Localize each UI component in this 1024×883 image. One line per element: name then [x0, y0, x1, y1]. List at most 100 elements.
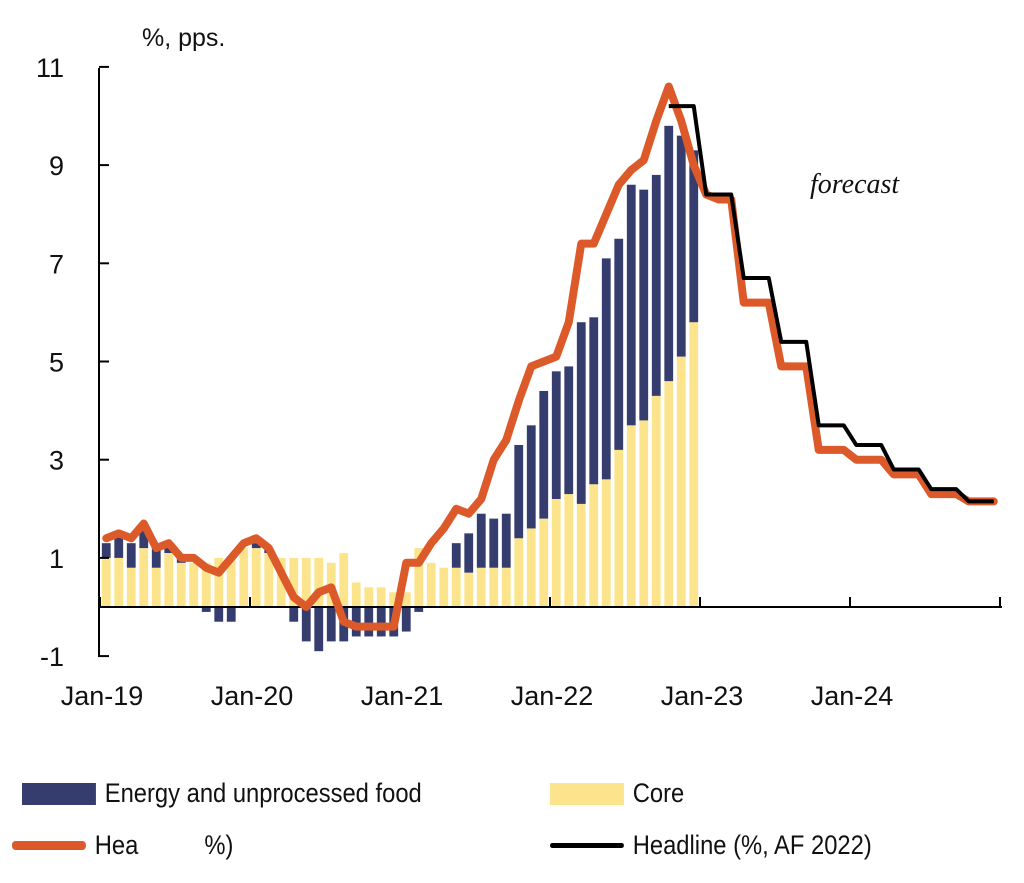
bar-core: [276, 557, 286, 607]
bar-energy: [589, 317, 599, 485]
bar-energy: [376, 607, 386, 637]
bar-energy: [364, 607, 374, 637]
bar-core: [514, 538, 524, 607]
bar-core: [689, 322, 699, 607]
legend-swatch-headline-af: [550, 843, 624, 848]
legend-item-headline-af: Headline (%, AF 2022): [550, 830, 872, 861]
y-tick-label: 5: [49, 348, 64, 378]
bar-energy: [601, 258, 611, 480]
bar-core: [289, 557, 299, 607]
bar-energy: [626, 184, 636, 426]
x-tick-label: Jan-19: [61, 681, 144, 711]
legend-label-energy: Energy and unprocessed food: [104, 778, 422, 808]
bar-core: [401, 592, 411, 607]
bar-energy: [576, 322, 586, 504]
x-tick-label: Jan-24: [811, 681, 894, 711]
bar-core: [164, 552, 174, 607]
bar-core: [464, 572, 474, 607]
y-unit-label: %, pps.: [142, 24, 225, 52]
bar-core: [451, 567, 461, 607]
bar-energy: [526, 425, 536, 529]
bar-energy: [126, 543, 136, 568]
bar-core: [664, 381, 674, 607]
bar-energy: [164, 548, 174, 553]
bar-core: [101, 557, 111, 607]
bar-energy: [476, 513, 486, 568]
bar-core: [426, 562, 436, 607]
bar-energy: [314, 607, 324, 652]
bar-energy: [514, 444, 524, 539]
bar-core: [189, 562, 199, 607]
lines-layer: [102, 82, 998, 631]
x-tick-label: Jan-23: [661, 681, 744, 711]
bar-core: [251, 548, 261, 607]
legend: Energy and unprocessed food Core Hea %) …: [0, 760, 1024, 880]
bar-energy: [614, 238, 624, 450]
bar-energy: [139, 523, 149, 549]
bar-energy: [489, 518, 499, 568]
bar-core: [214, 557, 224, 607]
bar-energy: [201, 607, 211, 612]
line-headline: [102, 82, 998, 631]
bar-energy: [451, 543, 461, 568]
bar-energy: [214, 607, 224, 622]
bar-core: [539, 518, 549, 607]
line-headline-af2022: [668, 104, 994, 504]
bar-core: [476, 567, 486, 607]
forecast-annotation: forecast: [810, 169, 900, 200]
bar-core: [576, 503, 586, 607]
bar-core: [339, 552, 349, 607]
bar-core: [264, 552, 274, 607]
legend-swatch-headline: [12, 841, 86, 850]
legend-label-core: Core: [632, 778, 685, 808]
bar-energy: [114, 533, 124, 558]
bar-energy: [551, 371, 561, 499]
bar-core: [314, 557, 324, 607]
bar-core: [614, 449, 624, 607]
bar-energy: [301, 607, 311, 642]
bar-core: [651, 395, 661, 607]
legend-item-core: Core: [550, 778, 684, 809]
bar-core: [126, 567, 136, 607]
legend-item-energy: Energy and unprocessed food: [22, 778, 422, 809]
y-tick-label: 1: [49, 544, 64, 574]
bar-core: [564, 494, 574, 607]
x-tick-label: Jan-20: [211, 681, 294, 711]
y-tick-label: -1: [40, 642, 64, 672]
bar-core: [176, 562, 186, 607]
bar-core: [376, 587, 386, 607]
bar-core: [114, 557, 124, 607]
x-tick-label: Jan-22: [511, 681, 594, 711]
legend-label-headline-af: Headline (%, AF 2022): [632, 830, 872, 860]
bar-core: [239, 548, 249, 607]
bar-core: [139, 548, 149, 607]
bar-core: [676, 356, 686, 607]
bar-core: [301, 557, 311, 607]
y-tick-label: 9: [49, 151, 64, 181]
x-ticks: Jan-19 Jan-20 Jan-21 Jan-22 Jan-23 Jan-24: [61, 597, 1001, 711]
bar-core: [351, 582, 361, 607]
bar-energy: [289, 607, 299, 622]
bar-energy: [464, 533, 474, 573]
bar-energy: [689, 150, 699, 323]
bar-energy: [226, 607, 236, 622]
bar-core: [589, 484, 599, 607]
bar-energy: [539, 390, 549, 519]
bar-energy: [351, 607, 361, 637]
y-tick-label: 3: [49, 446, 64, 476]
legend-label-headline: Hea %): [94, 830, 234, 860]
bar-core: [364, 587, 374, 607]
bar-energy: [501, 513, 511, 568]
x-tick-label: Jan-21: [361, 681, 444, 711]
bar-core: [389, 592, 399, 607]
bar-energy: [664, 125, 674, 382]
y-tick-label: 7: [49, 249, 64, 279]
bar-energy: [676, 135, 686, 357]
bar-energy: [651, 174, 661, 396]
legend-swatch-energy: [22, 782, 96, 805]
bar-core: [489, 567, 499, 607]
bar-energy: [251, 543, 261, 549]
y-tick-label: 11: [36, 53, 64, 83]
bar-core: [201, 562, 211, 607]
bar-energy: [401, 607, 411, 632]
